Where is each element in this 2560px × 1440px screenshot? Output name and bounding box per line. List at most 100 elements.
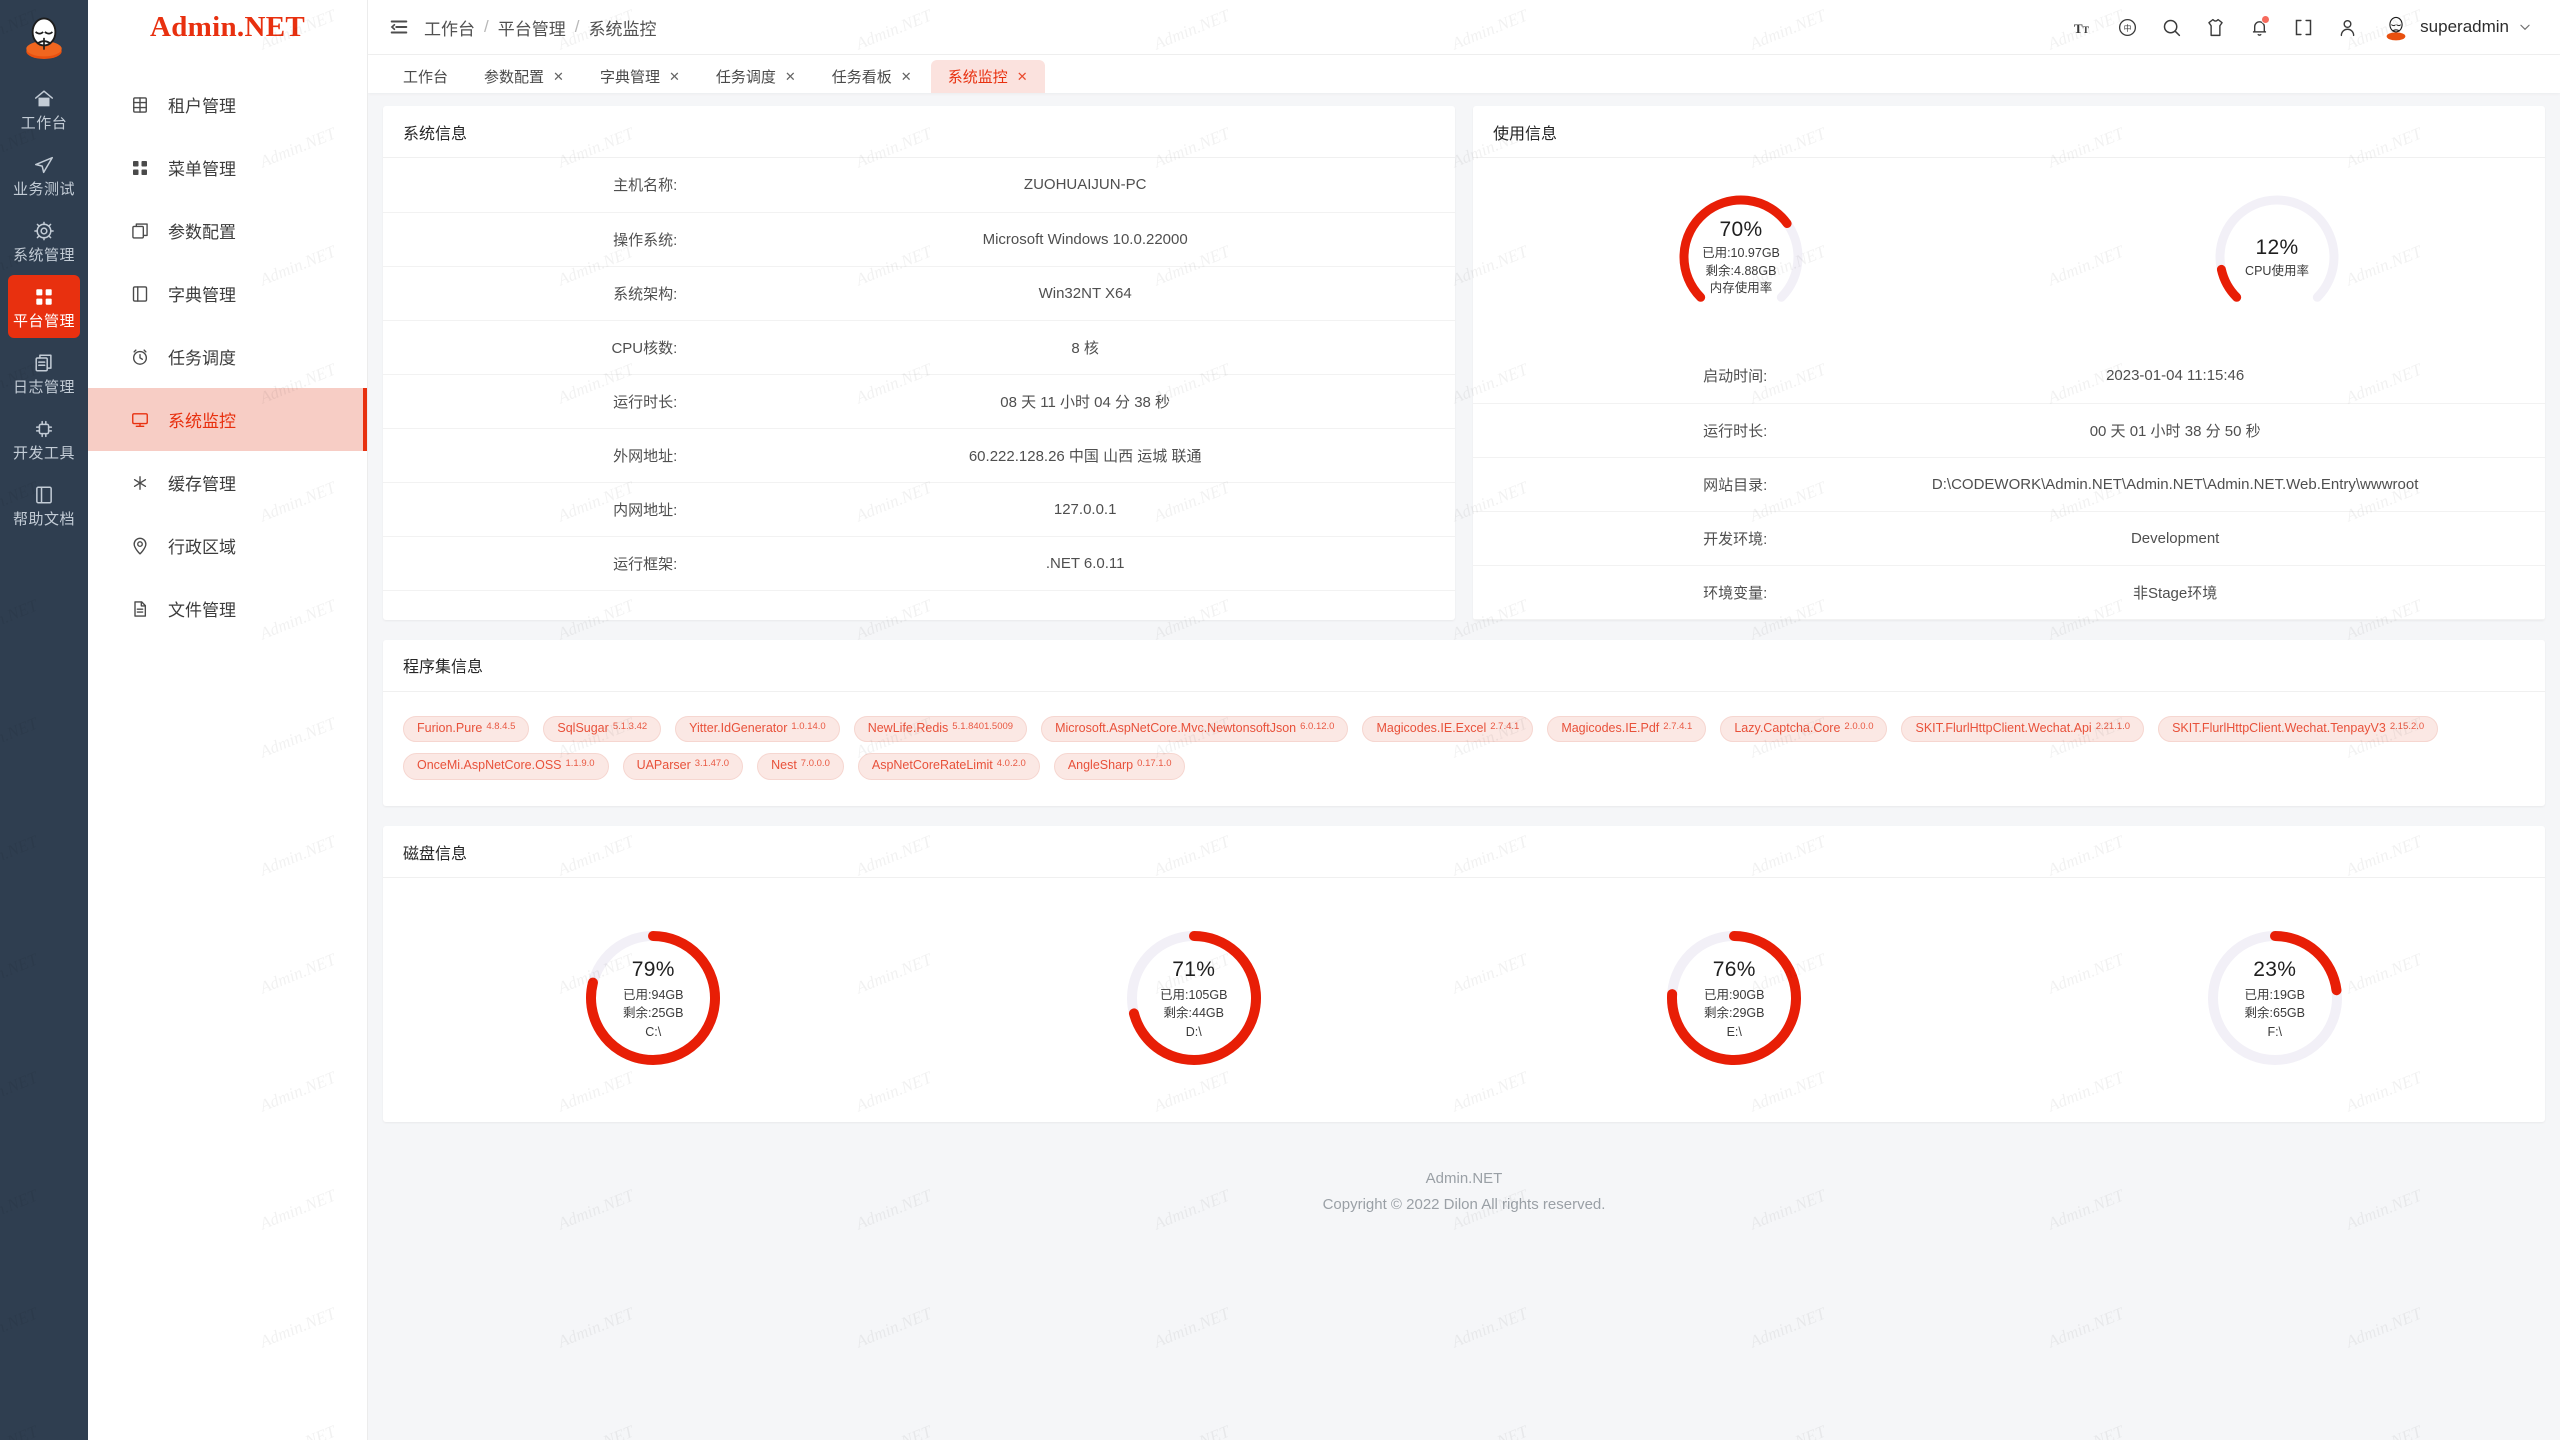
tab-close-icon[interactable]: ✕ [1016,69,1028,84]
sidebar-item-3[interactable]: 参数配置 [88,199,367,262]
sidebar-item-5[interactable]: 任务调度 [88,325,367,388]
send-icon [34,156,54,174]
usage-info-row: 环境变量: 非Stage环境 [1473,565,2545,620]
app-logo [13,6,75,68]
avatar [2381,12,2412,42]
rail-item-label: 帮助文档 [12,511,75,528]
breadcrumb-separator: / [574,17,580,36]
usage-info-row: 开发环境: Development [1473,511,2545,566]
fullscreen-icon[interactable] [2281,5,2325,49]
usage-info-key: 开发环境: [1473,511,1806,566]
user-outline-icon[interactable] [2325,5,2369,49]
assembly-tag: Magicodes.IE.Pdf 2.7.4.1 [1547,715,1707,743]
memory-usage-gauge: 70% 已用:10.97GB 剩余:4.88GB 内存使用率 [1641,184,1841,329]
assembly-version: 7.0.0.0 [800,758,830,770]
disk-gauge-f-svg [2207,931,2342,1065]
system-info-key: 操作系统: [383,212,716,267]
tab-label: 任务调度 [715,69,776,86]
assembly-tag: SKIT.FlurlHttpClient.Wechat.Api 2.21.1.0 [1901,715,2145,743]
assembly-version: 4.8.4.5 [486,720,516,732]
assembly-version: 1.0.14.0 [791,720,826,732]
system-info-value: Microsoft Windows 10.0.22000 [715,212,1455,267]
card-title-disk-info: 磁盘信息 [383,826,2545,878]
usage-info-value: 非Stage环境 [1805,565,2545,620]
assembly-name: SqlSugar [557,720,609,735]
system-info-value: 8 核 [715,320,1455,375]
rail-item-7[interactable]: 帮助文档 [8,473,80,536]
footer-brand: Admin.NET [1425,1170,1503,1187]
topbar-icon-group: T T 中 [2061,5,2538,49]
rail-item-2[interactable]: 业务测试 [8,143,80,206]
tab-6[interactable]: 系统监控 ✕ [930,60,1045,93]
tab-4[interactable]: 任务调度 ✕ [699,60,813,93]
breadcrumb-item-1[interactable]: 工作台 [424,19,475,39]
system-info-row: 操作系统: Microsoft Windows 10.0.22000 [383,212,1455,267]
tab-close-icon[interactable]: ✕ [784,69,796,84]
assembly-name: Yitter.IdGenerator [689,720,788,735]
tab-close-icon[interactable]: ✕ [900,69,912,84]
system-info-row: 运行框架: .NET 6.0.11 [383,536,1455,591]
submenu-list: 租户管理 菜单管理 参数配置 字典管理 任务调度系统监控缓存管理 行政区域 文件管理 [88,55,367,640]
card-title-assembly-info: 程序集信息 [383,640,2545,692]
sidebar-item-4[interactable]: 字典管理 [88,262,367,325]
usage-info-key: 运行时长: [1473,403,1806,458]
sidebar-item-9[interactable]: 文件管理 [88,577,367,640]
system-info-value: 08 天 11 小时 04 分 38 秒 [715,374,1455,429]
usage-info-value: Development [1805,511,2545,566]
rail-item-5[interactable]: 日志管理 [8,341,80,404]
assembly-name: Nest [771,758,797,773]
notification-badge [2261,15,2271,24]
sidebar-item-8[interactable]: 行政区域 [88,514,367,577]
sidebar-item-6[interactable]: 系统监控 [88,388,367,451]
cpu-usage-gauge: 12% CPU使用率 [2177,184,2377,329]
cpu-usage-gauge-svg [2215,195,2339,302]
assembly-tag: SqlSugar 5.1.3.42 [543,715,662,743]
sidebar-item-label: 系统监控 [168,412,236,431]
user-menu[interactable]: superadmin [2369,12,2538,42]
usage-info-row: 运行时长: 00 天 01 小时 38 分 50 秒 [1473,403,2545,458]
tab-close-icon[interactable]: ✕ [553,69,564,84]
assembly-version: 6.0.12.0 [1300,720,1335,732]
monitor-icon [132,412,148,427]
assembly-row: 程序集信息 Furion.Pure 4.8.4.5 SqlSugar 5.1.3.42… [383,639,2545,806]
submenu-sidebar: Admin.NET 租户管理 菜单管理 参数配置 字典管理 任务调度 系统监控 缓存管理 行政… [88,0,368,1440]
memory-usage-gauge-svg [1679,195,1803,302]
system-info-value: ZUOHUAIJUN-PC [715,158,1455,213]
main-area: 工作台 / 平台管理 / 系统监控 T T 中 [368,0,2560,1440]
asterisk-icon [133,475,147,490]
system-info-key: 运行时长: [383,374,716,429]
assembly-name: OnceMi.AspNetCore.OSS [417,758,562,773]
font-size-icon[interactable]: T T [2061,5,2105,49]
card-usage-info: 使用信息 70% 已用:10.97GB 剩余:4.88GB 内存使用率 12% CPU使用… [1473,106,2545,620]
theme-shirt-icon[interactable] [2193,5,2237,49]
rail-item-6[interactable]: 开发工具 [8,407,80,470]
rail-item-1[interactable]: 工作台 [8,77,80,140]
rail-item-3[interactable]: 系统管理 [8,209,80,272]
search-icon[interactable] [2149,5,2193,49]
clock-icon [132,348,148,365]
tab-1[interactable]: 工作台 [386,60,465,93]
tab-close-icon[interactable]: ✕ [668,69,680,84]
sidebar-item-2[interactable]: 菜单管理 [88,136,367,199]
disk-gauge-e-cell: 76% 已用:90GB 剩余:29GB E:\ [1464,908,2005,1088]
bell-icon[interactable] [2237,5,2281,49]
assembly-version: 1.1.9.0 [565,758,595,770]
home-icon [34,90,54,107]
user-name: superadmin [2420,17,2509,36]
usage-info-key: 环境变量: [1473,565,1806,620]
language-icon[interactable]: 中 [2105,5,2149,49]
pin-icon [133,537,147,555]
system-info-table: 主机名称: ZUOHUAIJUN-PC 操作系统: Microsoft Windows… [383,158,1455,591]
disk-row-wrap: 磁盘信息 79% 已用:94GB 剩余:25GB C:\ 71% 已用:105GB 剩余:4… [383,826,2545,1122]
menu-toggle-icon[interactable] [388,16,410,38]
breadcrumb: 工作台 / 平台管理 / 系统监控 [424,15,656,40]
tab-5[interactable]: 任务看板 ✕ [815,60,929,93]
sidebar-item-7[interactable]: 缓存管理 [88,451,367,514]
tab-3[interactable]: 字典管理 ✕ [583,60,697,93]
breadcrumb-item-2[interactable]: 平台管理 [497,19,566,39]
rail-item-4[interactable]: 平台管理 [8,275,80,338]
tab-2[interactable]: 参数配置 ✕ [467,60,581,93]
card-disk-info: 磁盘信息 79% 已用:94GB 剩余:25GB C:\ 71% 已用:105GB 剩余:4… [383,826,2545,1122]
sidebar-item-1[interactable]: 租户管理 [88,73,367,136]
